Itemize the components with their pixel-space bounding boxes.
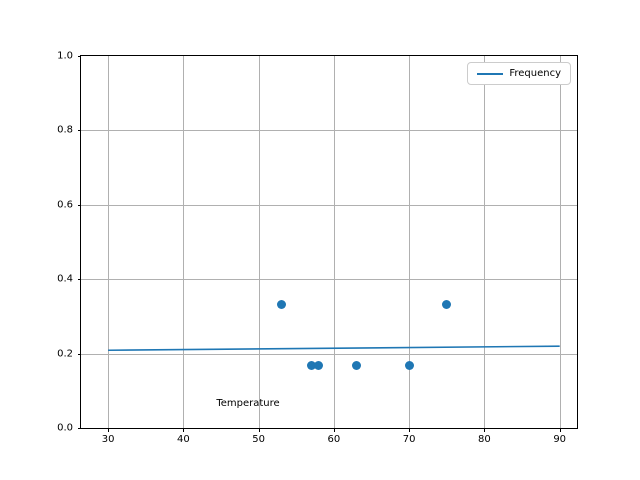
- y-tick-mark: [77, 428, 81, 429]
- x-tick-label: 60: [327, 434, 341, 445]
- y-tick-label: 0.8: [57, 124, 73, 136]
- y-tick-mark: [77, 279, 81, 281]
- y-gridline: [81, 130, 577, 132]
- scatter-point: [442, 299, 452, 309]
- x-gridline: [409, 56, 411, 428]
- x-tick-mark: [484, 428, 486, 432]
- x-axis-label: Temperature: [216, 398, 280, 409]
- scatter-point: [404, 361, 414, 371]
- y-tick-label: 1.0: [57, 50, 73, 62]
- y-gridline: [81, 204, 577, 206]
- x-gridline: [258, 56, 260, 428]
- plot-axes: 30 40 50 60 70 80 90 0.0 0.2 0.4 0.6 0.8 1.0 Frequen…: [57, 51, 578, 445]
- x-tick-mark: [333, 428, 335, 432]
- scatter-point: [314, 361, 324, 371]
- data-layer: [81, 56, 577, 428]
- x-tick-mark: [559, 428, 561, 432]
- scatter-point: [306, 361, 316, 371]
- x-tick-label: 70: [402, 434, 416, 445]
- y-tick-mark: [77, 353, 81, 355]
- y-tick-label: 0.0: [57, 422, 73, 434]
- x-gridline: [333, 56, 335, 428]
- x-gridline: [108, 56, 110, 428]
- scatter-point: [276, 299, 286, 309]
- x-gridline: [484, 56, 486, 428]
- y-tick-mark: [77, 204, 81, 206]
- x-tick-mark: [409, 428, 411, 432]
- x-gridline: [559, 56, 561, 428]
- chart-legend[interactable]: Frequency: [467, 62, 571, 85]
- x-tick-label: 50: [252, 434, 265, 445]
- x-tick-label: 90: [553, 434, 567, 445]
- x-tick-mark: [258, 428, 260, 432]
- y-tick-mark: [77, 56, 81, 57]
- x-tick-label: 30: [101, 434, 115, 445]
- x-tick-mark: [108, 428, 110, 432]
- scatter-point: [351, 361, 361, 371]
- x-tick-label: 40: [176, 434, 190, 445]
- y-tick-label: 0.4: [57, 273, 73, 285]
- y-gridline: [81, 279, 577, 281]
- y-tick-mark: [77, 130, 81, 132]
- x-tick-label: 80: [478, 434, 491, 445]
- x-gridline: [183, 56, 185, 428]
- x-tick-mark: [183, 428, 185, 432]
- y-gridline: [81, 353, 577, 355]
- y-tick-label: 0.2: [57, 348, 73, 360]
- legend-label: Frequency: [509, 68, 561, 79]
- frequency-line: [108, 345, 560, 352]
- legend-line-swatch: [477, 72, 504, 75]
- y-tick-label: 0.6: [57, 199, 73, 211]
